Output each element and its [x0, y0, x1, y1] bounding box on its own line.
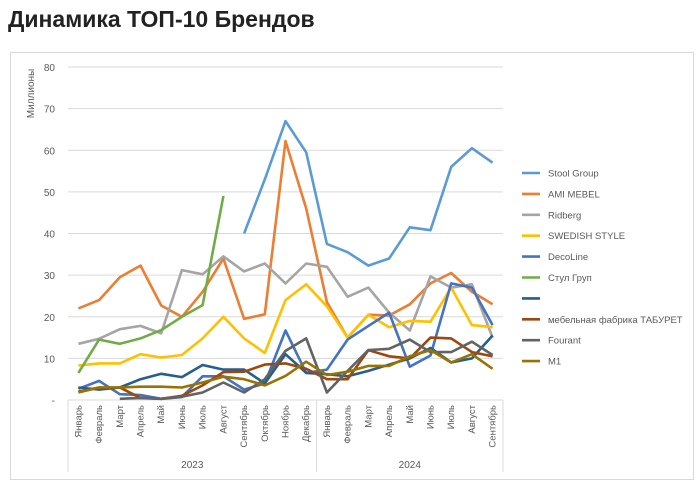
x-tick-label: Июль — [446, 405, 457, 429]
series-line-SWEDISH STYLE — [78, 283, 493, 367]
y-tick-label: 40 — [44, 230, 56, 241]
x-tick-label: Январь — [322, 405, 333, 438]
series-line-Ridberg — [78, 255, 494, 346]
legend-label: мебельная фабрика ТАБУРЕТ — [548, 315, 683, 326]
y-tick-label: 80 — [44, 63, 56, 74]
year-label: 2023 — [181, 460, 204, 471]
series-line-M1 — [78, 348, 494, 394]
legend-label: Fourant — [548, 336, 581, 347]
y-tick-label: - — [52, 396, 55, 407]
y-tick-label: 70 — [44, 105, 56, 116]
y-axis-label: Миллионы — [26, 69, 37, 118]
legend-label: AMI MEBEL — [548, 189, 600, 200]
legend-label: Стул Груп — [548, 273, 592, 284]
y-tick-label: 30 — [44, 271, 56, 282]
x-tick-label: Март — [363, 404, 374, 427]
series-line-Stool Group — [242, 119, 494, 267]
y-tick-label: 20 — [44, 313, 56, 324]
legend-label: Ridberg — [548, 210, 581, 221]
legend-label: DecoLine — [548, 252, 588, 263]
x-tick-label: Февраль — [94, 405, 105, 444]
y-tick-label: 60 — [44, 146, 56, 157]
page-title: Динамика ТОП-10 Брендов — [8, 6, 315, 32]
legend-label: M1 — [548, 357, 561, 368]
x-tick-label: Апрель — [384, 405, 395, 437]
series-line-Fourant — [119, 337, 494, 401]
x-tick-label: Май — [405, 405, 416, 424]
series-line-Стул Груп — [77, 195, 225, 374]
series-line-AMI MEBEL — [77, 139, 494, 339]
x-tick-label: Июль — [198, 405, 209, 429]
x-tick-label: Июнь — [426, 405, 437, 429]
x-tick-label: Октябрь — [260, 405, 271, 442]
legend-label: SWEDISH STYLE — [548, 231, 625, 242]
year-label: 2024 — [399, 460, 422, 471]
x-tick-label: Август — [467, 404, 478, 433]
y-tick-label: 10 — [44, 354, 56, 365]
x-tick-label: Март — [115, 404, 126, 427]
x-tick-label: Сентябрь — [488, 405, 499, 448]
x-tick-label: Февраль — [343, 405, 354, 444]
y-tick-label: 50 — [44, 188, 56, 199]
x-tick-label: Сентябрь — [239, 405, 250, 448]
series-line-DecoLine — [77, 282, 494, 401]
x-tick-label: Август — [218, 404, 229, 433]
x-tick-label: Июнь — [177, 405, 188, 429]
x-tick-label: Декабрь — [301, 405, 312, 442]
chart-area — [10, 52, 694, 480]
x-tick-label: Апрель — [136, 405, 147, 437]
x-tick-label: Май — [156, 405, 167, 424]
x-tick-label: Январь — [73, 405, 84, 438]
legend-label: Stool Group — [548, 169, 599, 180]
x-tick-label: Ноябрь — [281, 405, 292, 438]
